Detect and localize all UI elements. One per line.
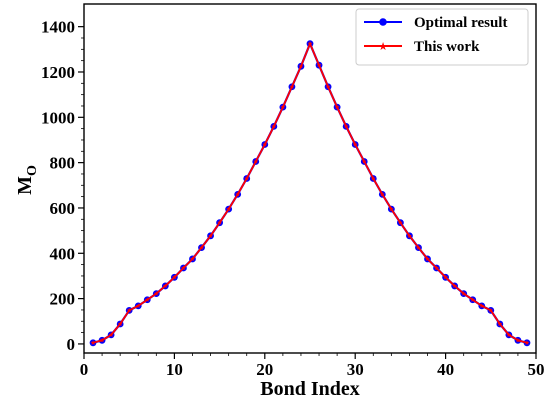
data-point [226,206,232,212]
data-point [515,337,521,343]
x-tick-label-50: 50 [528,360,545,379]
y-tick-label-1000: 1000 [41,108,75,127]
data-point [253,158,259,164]
legend-marker-optimal-result [379,18,387,26]
data-point [217,220,223,225]
y-tick-label-1200: 1200 [41,63,75,82]
data-point [352,141,358,147]
y-tick-label-0: 0 [67,335,76,354]
data-point [117,321,123,327]
data-point [280,104,286,110]
data-point [144,297,150,302]
series-optimal-result [89,40,531,347]
data-point [171,274,177,280]
data-point [425,256,430,262]
data-point [334,104,340,110]
data-point [434,265,440,271]
series-line-optimal-result [92,42,528,344]
legend-entry-optimal-result: Optimal result [364,15,507,31]
data-point [99,337,105,343]
y-axis-title-sub: O [25,165,40,176]
data-point [461,291,467,296]
data-point [524,340,530,345]
y-axis-title: MO [14,165,40,195]
series-this-work [90,41,530,345]
y-tick-label-800: 800 [50,154,76,173]
data-point [397,220,403,225]
data-point [325,84,331,89]
data-point [208,233,214,238]
data-point [416,245,421,250]
data-point [488,307,494,313]
data-point [361,158,367,164]
data-point [370,175,376,181]
data-point [108,332,114,337]
data-point [379,191,385,197]
data-point [262,141,268,147]
x-tick-label-0: 0 [80,360,89,379]
data-point [298,63,304,69]
x-tick-label-30: 30 [347,360,364,379]
data-point [135,303,141,308]
data-point [452,283,458,289]
y-axis-ticks: 0 200 400 600 800 1000 1200 1400 [41,18,84,354]
x-tick-label-10: 10 [166,360,183,379]
series-line-this-work [92,42,528,344]
data-point [235,191,241,197]
legend-label-optimal-result: Optimal result [414,15,507,31]
data-point [244,175,250,181]
x-tick-label-20: 20 [256,360,273,379]
x-axis-title: Bond Index [260,378,360,400]
data-point [388,206,394,212]
data-point [190,256,195,262]
data-point [506,332,512,337]
legend-entry-this-work: ★ This work [364,39,480,55]
x-axis-ticks: 0 10 20 30 40 50 [80,353,545,379]
svg-text:MO: MO [14,165,40,195]
data-point [271,123,277,129]
data-point [307,41,313,46]
y-tick-label-400: 400 [50,244,76,263]
data-point [343,123,349,129]
data-point [153,291,159,296]
legend: Optimal result ★ This work [355,8,529,66]
data-point [289,84,295,89]
data-point [316,62,322,68]
data-point [162,283,168,289]
data-point [479,303,485,308]
legend-marker-this-work: ★ [378,40,388,53]
y-tick-label-200: 200 [50,290,76,309]
data-point [90,340,96,345]
x-tick-label-40: 40 [437,360,454,379]
data-point [443,274,449,280]
data-point [406,233,412,238]
data-point [180,265,186,271]
legend-label-this-work: This work [414,39,480,55]
plot-frame [83,3,537,354]
data-point [470,297,476,302]
y-tick-label-600: 600 [50,199,76,218]
y-tick-label-1400: 1400 [41,18,75,37]
y-axis-title-main: M [14,176,36,195]
data-point [199,245,204,250]
data-point [497,321,503,327]
series-layer [89,40,531,347]
data-point [126,307,132,313]
